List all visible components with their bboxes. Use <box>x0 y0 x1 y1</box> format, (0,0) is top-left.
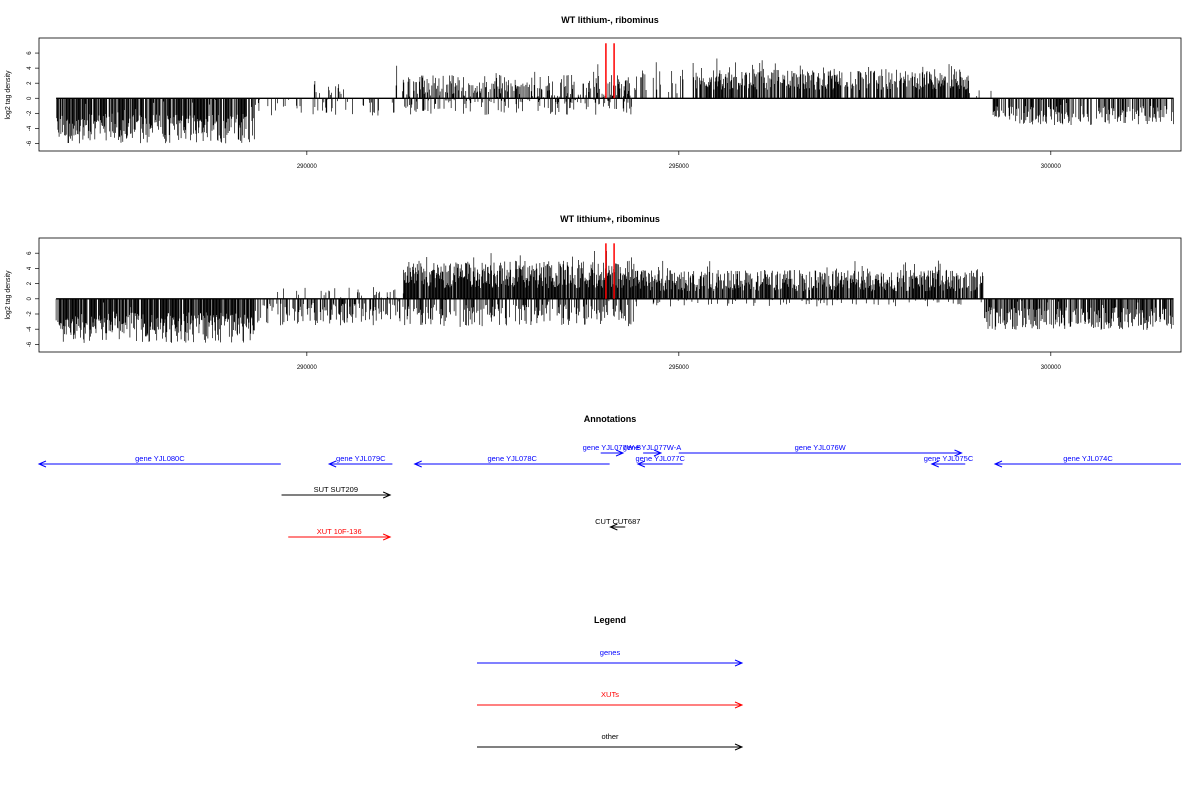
legend-title: Legend <box>594 615 626 625</box>
data-bars <box>56 43 1174 144</box>
y-tick-label: -4 <box>27 125 33 131</box>
feature-arrow-head <box>382 491 392 499</box>
feature-label: gene YJL074C <box>1063 454 1113 463</box>
legend-arrow-head <box>734 743 744 751</box>
y-tick-label: 4 <box>27 266 33 270</box>
annotations-title: Annotations <box>584 414 637 424</box>
x-tick-label: 300000 <box>1041 365 1062 371</box>
feature-arrow-head <box>327 460 337 468</box>
y-tick-label: 0 <box>27 296 33 300</box>
y-tick-label: 6 <box>27 251 33 255</box>
feature-label: gene YJL078C <box>487 454 537 463</box>
feature-arrow-head <box>653 449 663 457</box>
panel-title: WT lithium+, ribominus <box>560 214 660 224</box>
y-tick-label: -2 <box>27 311 33 317</box>
feature-label: gene YJL076W <box>795 443 847 452</box>
y-tick-label: 6 <box>27 51 33 55</box>
data-bars <box>55 243 1174 343</box>
x-tick-label: 300000 <box>1041 164 1062 170</box>
feature-label: gene YJL077W-A <box>623 443 682 452</box>
feature-arrow-head <box>636 460 646 468</box>
y-tick-label: -4 <box>27 326 33 332</box>
x-axis: 290000 295000 300000 <box>297 151 1062 170</box>
panel-lithium-minus: WT lithium-, ribominus 290000 295000 30000… <box>5 15 1182 170</box>
panel-title: WT lithium-, ribominus <box>561 15 659 25</box>
legend-label: other <box>601 732 619 741</box>
plot-frame <box>38 237 1182 353</box>
x-tick-label: 290000 <box>297 365 318 371</box>
y-tick-label: -6 <box>27 140 33 146</box>
legend-label: genes <box>600 648 621 657</box>
feature-arrow-head <box>615 449 625 457</box>
y-tick-label: 4 <box>27 66 33 70</box>
x-axis: 290000 295000 300000 <box>297 352 1062 371</box>
legend-arrow-head <box>734 659 744 667</box>
feature-arrows: gene YJL080C gene YJL079C gene YJL078C gene… <box>37 443 1181 541</box>
x-tick-label: 290000 <box>297 164 318 170</box>
legend: Legend genes XUTs other <box>477 615 744 751</box>
y-tick-label: -6 <box>27 341 33 347</box>
x-tick-label: 295000 <box>669 164 690 170</box>
feature-label: SUT SUT209 <box>314 485 358 494</box>
feature-label: gene YJL080C <box>135 454 185 463</box>
y-tick-label: 2 <box>27 81 33 85</box>
legend-items: genes XUTs other <box>477 648 744 751</box>
y-axis-label: log2 tag density <box>5 270 12 320</box>
annotations-panel: Annotations gene YJL080C gene YJL079C gene… <box>37 414 1181 541</box>
panel-lithium-plus: WT lithium+, ribominus 290000 295000 30000… <box>5 214 1182 371</box>
y-axis: -6 -4 -2 0 2 4 6 <box>27 251 39 347</box>
feature-label: gene YJL079C <box>336 454 386 463</box>
feature-arrow-head <box>954 449 963 457</box>
feature-arrow-head <box>413 460 422 468</box>
feature-arrow-head <box>993 460 1003 468</box>
y-tick-label: 2 <box>27 281 33 285</box>
feature-label: CUT CUT687 <box>595 517 640 526</box>
y-tick-label: 0 <box>27 96 33 100</box>
feature-arrow-head <box>609 523 618 531</box>
feature-label: XUT 10F-136 <box>317 527 362 536</box>
feature-arrow-head <box>382 533 392 541</box>
legend-label: XUTs <box>601 690 619 699</box>
x-tick-label: 295000 <box>669 365 690 371</box>
legend-arrow-head <box>734 701 744 709</box>
feature-label: gene YJL077W-B <box>583 443 642 452</box>
feature-arrow-head <box>37 460 47 468</box>
y-axis-label: log2 tag density <box>5 70 12 120</box>
y-tick-label: -2 <box>27 110 33 116</box>
feature-label: gene YJL077C <box>635 454 685 463</box>
plot-frame <box>38 37 1182 152</box>
y-axis: -6 -4 -2 0 2 4 6 <box>27 51 39 146</box>
feature-arrow-head <box>930 460 939 468</box>
feature-label: gene YJL075C <box>924 454 974 463</box>
